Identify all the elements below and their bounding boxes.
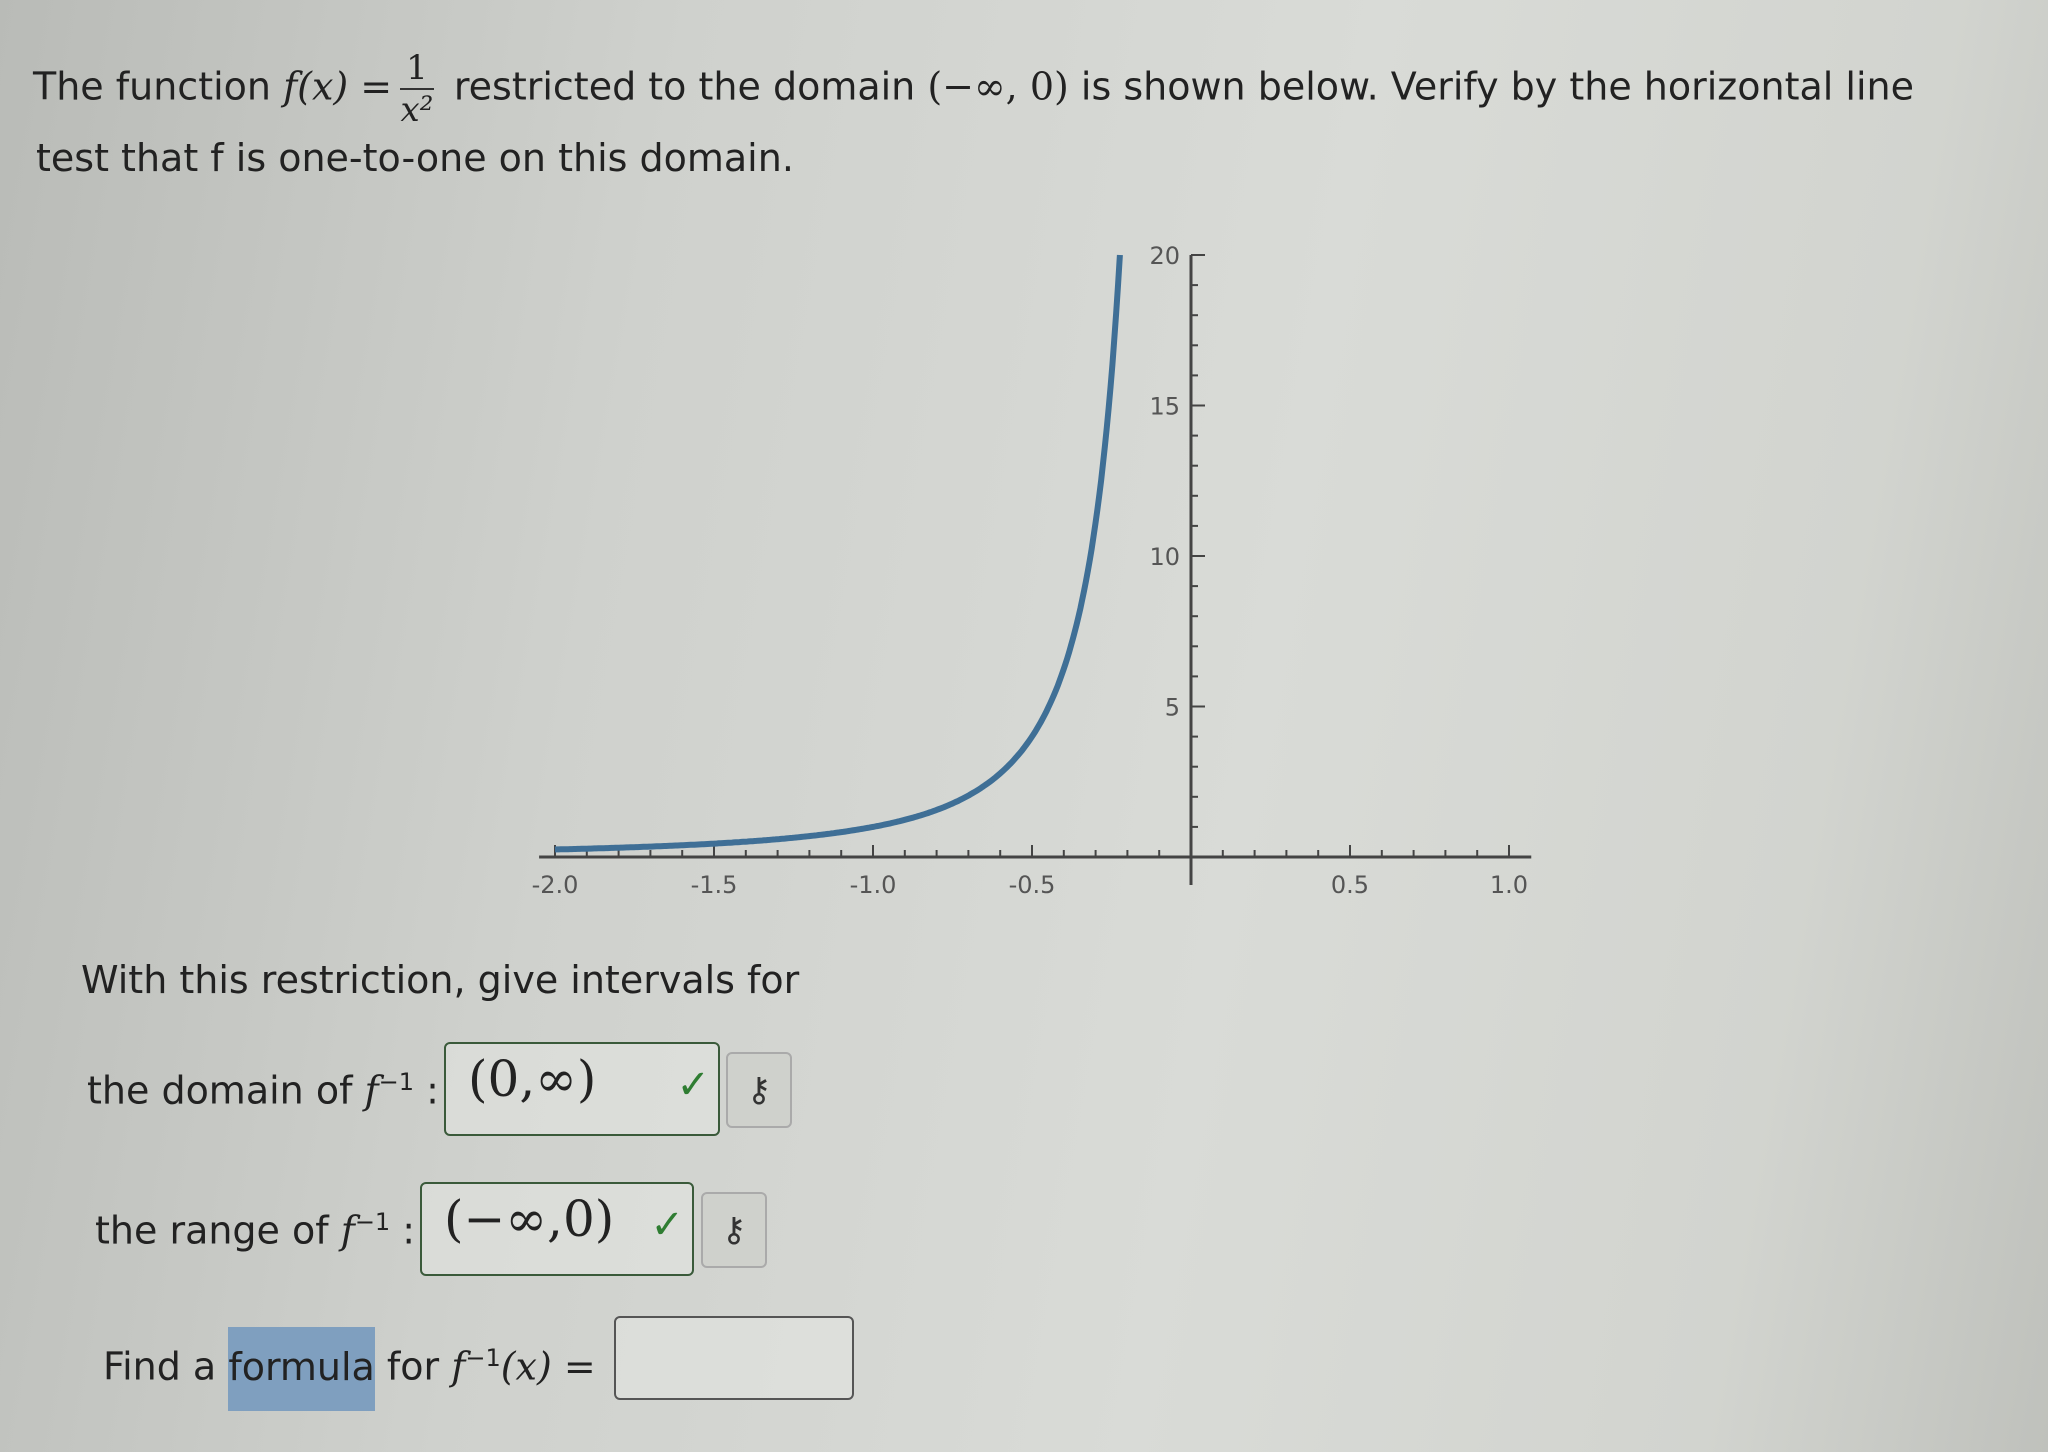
label-text: for (374, 1344, 452, 1389)
key-icon[interactable]: ⚷ (701, 1192, 767, 1268)
y-tick-label: 10 (1149, 543, 1180, 571)
question-line-1: The function f(x) = 1 x² restricted to the… (33, 48, 1914, 130)
y-tick-label: 5 (1165, 694, 1180, 722)
question-text: The function (33, 64, 284, 109)
prompt-text: With this restriction, give intervals fo… (81, 958, 800, 1002)
domain-interval: (−∞, 0) (927, 64, 1069, 109)
highlighted-word: formula (228, 1326, 375, 1411)
key-icon[interactable]: ⚷ (726, 1052, 792, 1128)
x-tick-label: 1.0 (1490, 871, 1528, 899)
range-label: the range of f−1 : (95, 1208, 415, 1253)
colon: : (402, 1208, 416, 1253)
question-text: is shown below. Verify by the horizontal… (1068, 64, 1914, 109)
function-graph: -2.0 -1.5 -1.0 -0.5 0.5 1.0 5 10 15 20 (532, 242, 1532, 899)
question-text: restricted to the domain (441, 64, 928, 109)
x-tick-label: 0.5 (1331, 871, 1369, 899)
formula-label: Find a formula for f−1(x) = (103, 1326, 596, 1411)
numerator: 1 (400, 48, 434, 90)
denominator: x² (400, 90, 434, 130)
exponent: −1 (354, 1208, 391, 1236)
x-tick-label: -1.0 (850, 871, 897, 899)
domain-label: the domain of f−1 : (87, 1068, 439, 1113)
range-answer-value: (−∞,0) (444, 1190, 615, 1248)
exponent: −1 (465, 1344, 501, 1372)
function-curve (554, 254, 1123, 853)
f-symbol: f (451, 1344, 466, 1389)
f-symbol: f (364, 1068, 379, 1113)
y-tick-label: 15 (1149, 393, 1180, 421)
colon: : (426, 1068, 439, 1113)
checkmark-icon: ✓ (676, 1062, 710, 1108)
label-text: Find a (103, 1344, 229, 1389)
domain-answer-field[interactable]: (0,∞) ✓ (444, 1042, 720, 1136)
function-notation: f(x) = (283, 64, 393, 109)
range-answer-field[interactable]: (−∞,0) ✓ (420, 1182, 694, 1276)
question-line-2: test that f is one-to-one on this domain… (36, 136, 794, 180)
fraction: 1 x² (400, 48, 434, 130)
x-tick-label: -0.5 (1009, 871, 1056, 899)
x-tick-label: -1.5 (691, 871, 738, 899)
label-text: the domain of (87, 1068, 365, 1113)
x-tick-label: -2.0 (532, 871, 579, 899)
checkmark-icon: ✓ (650, 1202, 684, 1248)
exponent: −1 (378, 1068, 415, 1096)
function-argument: (x) = (500, 1344, 596, 1389)
formula-answer-input[interactable] (614, 1316, 854, 1400)
domain-answer-value: (0,∞) (468, 1050, 597, 1108)
y-tick-label: 20 (1149, 242, 1180, 270)
f-symbol: f (340, 1208, 355, 1253)
label-text: the range of (95, 1208, 341, 1253)
